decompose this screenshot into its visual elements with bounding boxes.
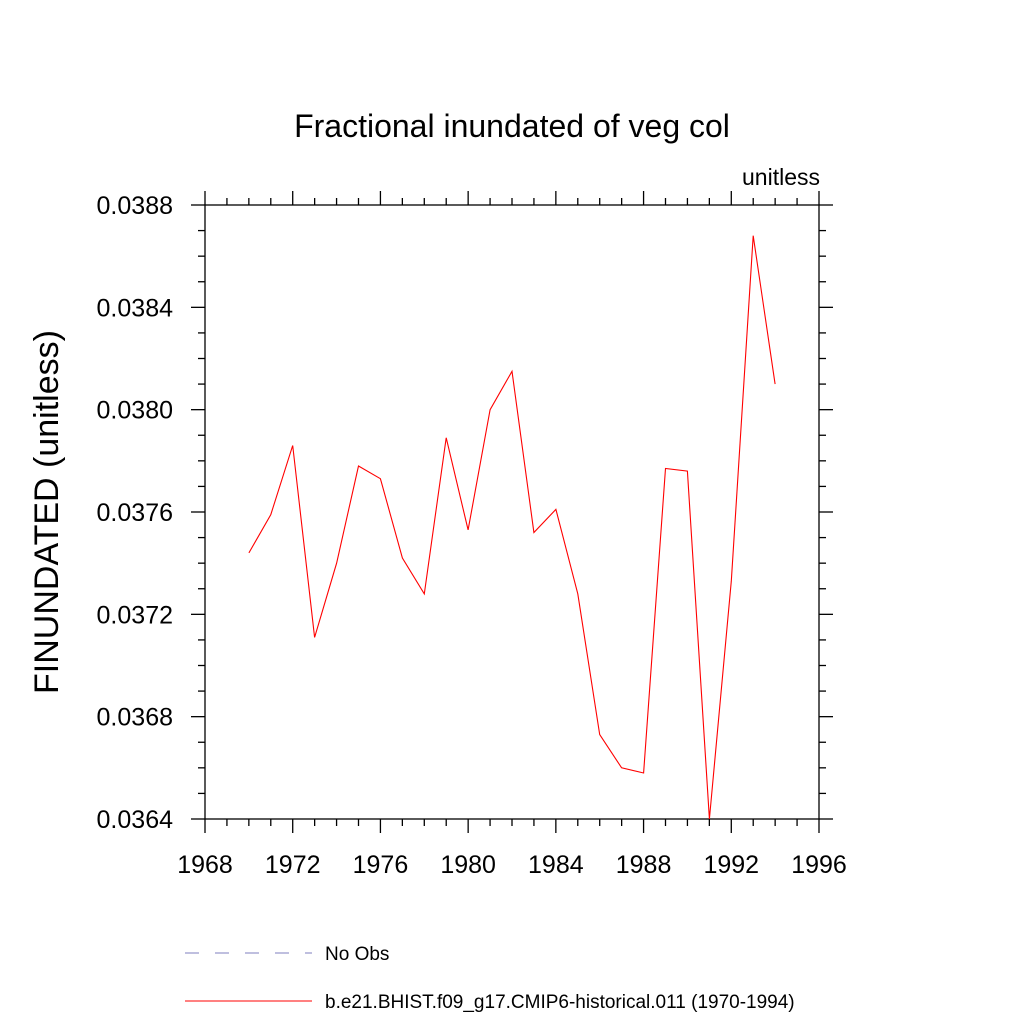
plot-frame xyxy=(204,204,820,820)
x-tick-label: 1972 xyxy=(265,851,321,879)
x-tick-label: 1968 xyxy=(177,851,233,879)
x-tick-label: 1992 xyxy=(703,851,759,879)
x-tick-label: 1988 xyxy=(616,851,672,879)
x-tick-label: 1984 xyxy=(528,851,584,879)
y-tick-label: 0.0376 xyxy=(97,499,173,527)
legend-label-historical: b.e21.BHIST.f09_g17.CMIP6-historical.011… xyxy=(325,992,795,1013)
y-tick-label: 0.0372 xyxy=(97,601,173,629)
tick-labels: 1968 1972 1976 1980 1984 1988 1992 1996 0.0364 0.… xyxy=(97,192,847,879)
series-layer xyxy=(248,235,776,820)
legend-label-no-obs: No Obs xyxy=(325,944,389,965)
x-tick-label: 1976 xyxy=(353,851,409,879)
chart-title: Fractional inundated of veg col xyxy=(294,108,730,144)
y-tick-label: 0.0384 xyxy=(97,294,174,322)
legend: No Obs b.e21.BHIST.f09_g17.CMIP6-histori… xyxy=(185,944,795,1013)
y-axis-title: FINUNDATED (unitless) xyxy=(28,330,66,694)
x-tick-label: 1996 xyxy=(791,851,847,879)
x-tick-label: 1980 xyxy=(440,851,496,879)
y-tick-label: 0.0388 xyxy=(97,192,173,220)
y-tick-label: 0.0364 xyxy=(97,806,174,834)
y-tick-label: 0.0368 xyxy=(97,704,173,732)
y-tick-label: 0.0380 xyxy=(97,397,173,425)
axis-ticks xyxy=(191,191,833,833)
series-line xyxy=(248,235,776,820)
units-label: unitless xyxy=(742,164,820,190)
